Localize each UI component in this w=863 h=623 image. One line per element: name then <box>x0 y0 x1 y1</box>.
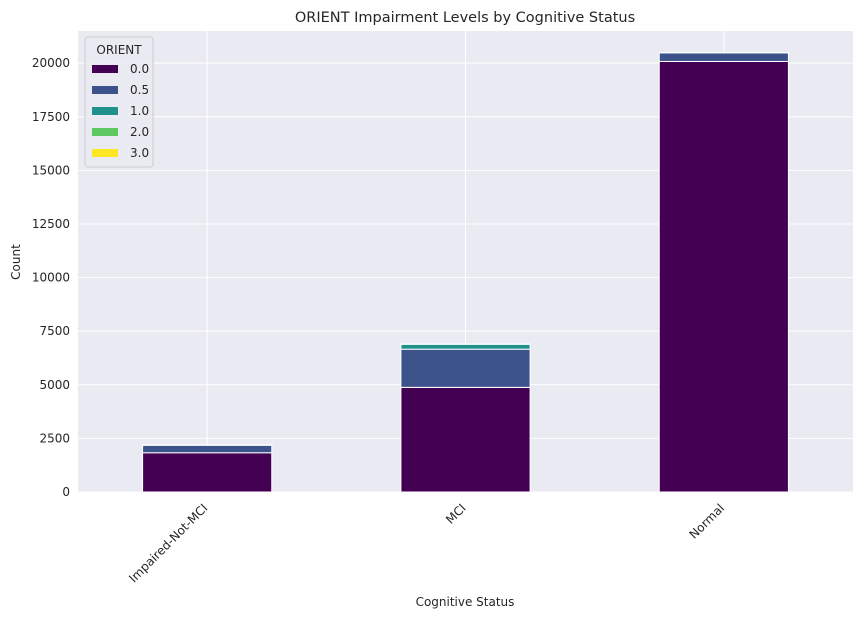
legend-swatch <box>92 149 118 157</box>
chart-title: ORIENT Impairment Levels by Cognitive St… <box>295 10 635 26</box>
y-axis-label: Count <box>9 244 23 280</box>
bar-segment <box>143 453 272 492</box>
y-axis-ticks: 0 2500 5000 7500 10000 12500 15000 17500 20000 <box>32 56 70 499</box>
legend-title: ORIENT <box>96 43 142 57</box>
bar-segment <box>659 61 788 492</box>
legend-label: 1.0 <box>130 104 149 118</box>
y-tick-label: 10000 <box>32 271 70 285</box>
bar-segment <box>401 387 530 492</box>
bar-segment <box>401 344 530 349</box>
legend-label: 2.0 <box>130 125 149 139</box>
y-tick-label: 15000 <box>32 163 70 177</box>
y-tick-label: 7500 <box>39 324 70 338</box>
x-tick-label: Normal <box>687 501 728 542</box>
legend-label: 3.0 <box>130 146 149 160</box>
x-tick-label: Impaired-Not-MCI <box>126 501 210 585</box>
legend-swatch <box>92 107 118 115</box>
y-tick-label: 17500 <box>32 110 70 124</box>
x-axis-label: Cognitive Status <box>416 595 515 609</box>
bar-segment <box>143 445 272 453</box>
legend: ORIENT 0.0 0.5 1.0 2.0 3.0 <box>85 37 153 167</box>
bar-segment <box>659 53 788 62</box>
y-tick-label: 5000 <box>39 378 70 392</box>
bar-segment <box>401 349 530 387</box>
legend-swatch <box>92 128 118 136</box>
y-tick-label: 2500 <box>39 431 70 445</box>
legend-swatch <box>92 86 118 94</box>
y-tick-label: 12500 <box>32 217 70 231</box>
legend-swatch <box>92 65 118 73</box>
y-tick-label: 20000 <box>32 56 70 70</box>
legend-label: 0.5 <box>130 83 149 97</box>
x-tick-label: MCI <box>443 501 469 527</box>
legend-label: 0.0 <box>130 62 149 76</box>
y-tick-label: 0 <box>62 485 70 499</box>
x-axis-ticks: Impaired-Not-MCI MCI Normal <box>126 501 727 585</box>
